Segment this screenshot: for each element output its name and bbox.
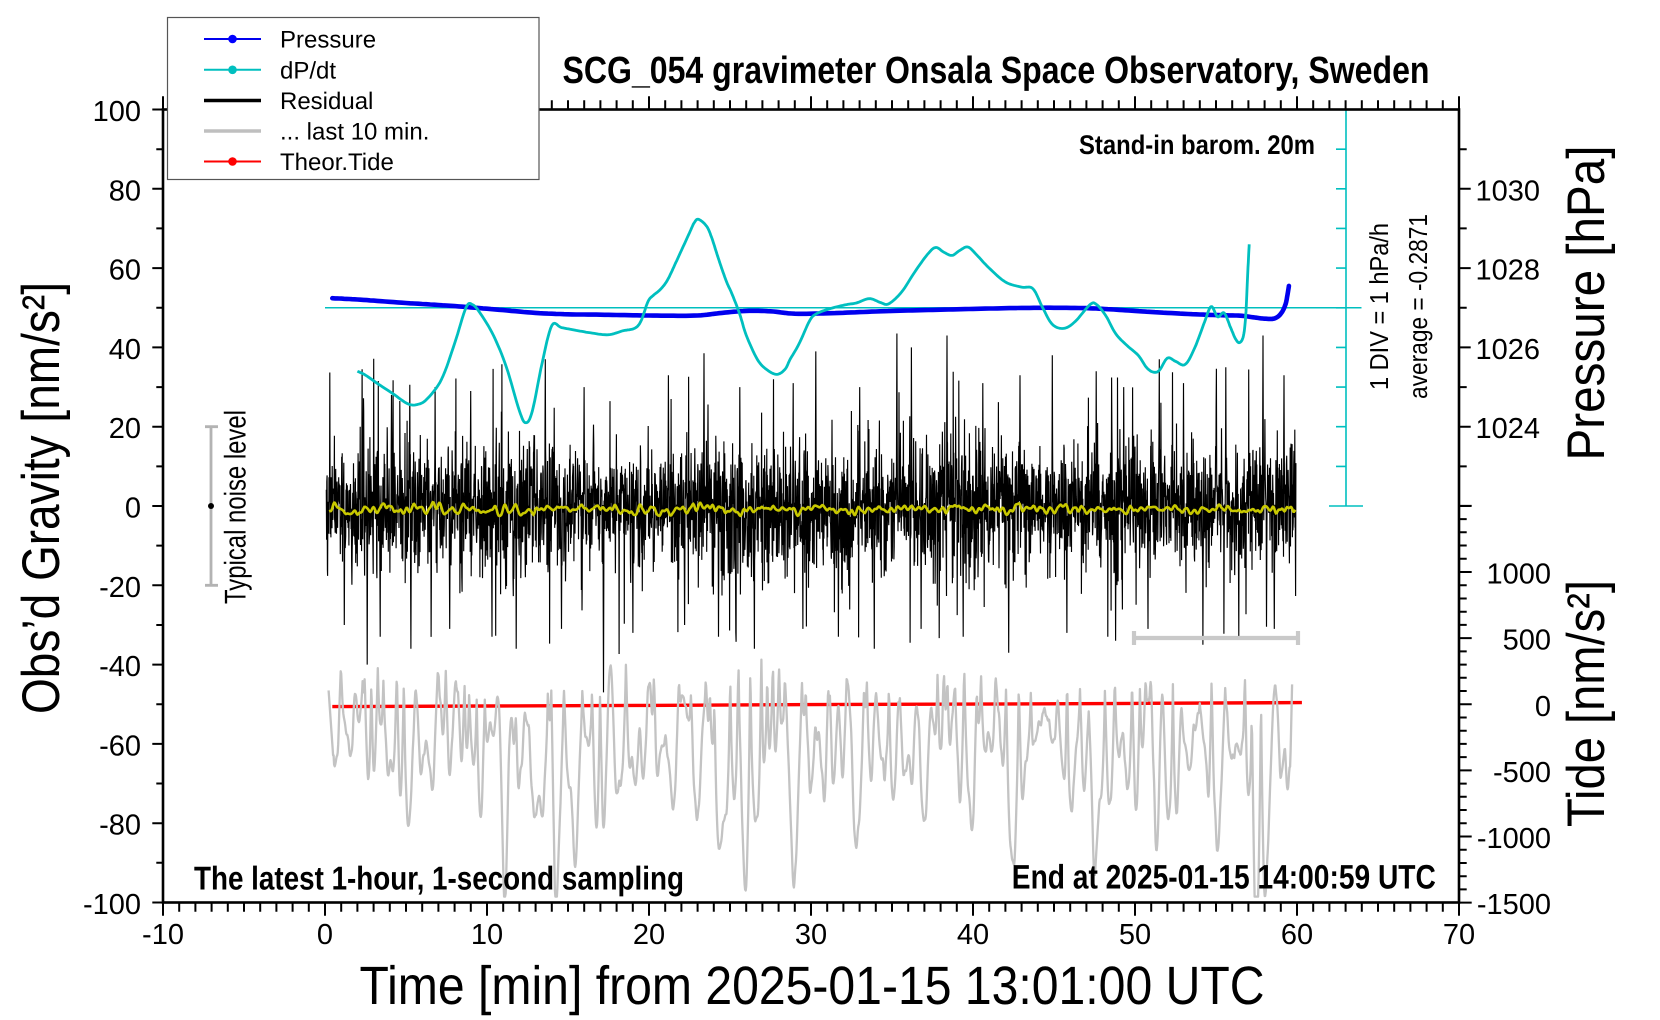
svg-text:0: 0 xyxy=(317,919,333,951)
svg-text:60: 60 xyxy=(109,255,141,287)
svg-text:1028: 1028 xyxy=(1475,255,1540,287)
svg-text:40: 40 xyxy=(957,919,989,951)
svg-text:1026: 1026 xyxy=(1475,334,1540,366)
svg-text:40: 40 xyxy=(109,334,141,366)
svg-text:50: 50 xyxy=(1119,919,1151,951)
svg-text:10: 10 xyxy=(471,919,503,951)
svg-text:1000: 1000 xyxy=(1486,559,1551,591)
svg-text:The latest 1-hour, 1-second sa: The latest 1-hour, 1-second sampling xyxy=(194,860,684,897)
svg-text:-100: -100 xyxy=(83,889,141,921)
svg-text:Obs’d Gravity [nm/s²]: Obs’d Gravity [nm/s²] xyxy=(12,282,71,714)
svg-text:0: 0 xyxy=(125,493,141,525)
svg-text:Stand-in barom. 20m: Stand-in barom. 20m xyxy=(1079,130,1315,160)
svg-text:... last 10 min.: ... last 10 min. xyxy=(280,119,429,146)
svg-text:-500: -500 xyxy=(1493,757,1551,789)
svg-text:dP/dt: dP/dt xyxy=(280,57,336,84)
svg-text:End at 2025-01-15 14:00:59 UTC: End at 2025-01-15 14:00:59 UTC xyxy=(1012,859,1436,897)
svg-text:100: 100 xyxy=(93,96,141,128)
svg-text:-60: -60 xyxy=(99,730,141,762)
svg-text:80: 80 xyxy=(109,175,141,207)
svg-text:Residual: Residual xyxy=(280,88,373,115)
svg-text:500: 500 xyxy=(1503,625,1551,657)
svg-text:Typical noise level: Typical noise level xyxy=(220,410,253,604)
svg-text:20: 20 xyxy=(633,919,665,951)
svg-text:Time [min] from 2025-01-15 13:: Time [min] from 2025-01-15 13:01:00 UTC xyxy=(360,956,1265,1016)
svg-text:Tide [nm/s²]: Tide [nm/s²] xyxy=(1557,580,1616,827)
svg-text:60: 60 xyxy=(1281,919,1313,951)
svg-text:-20: -20 xyxy=(99,572,141,604)
svg-text:-40: -40 xyxy=(99,651,141,683)
svg-text:SCG_054 gravimeter Onsala Spac: SCG_054 gravimeter Onsala Space Observat… xyxy=(563,50,1430,92)
svg-text:30: 30 xyxy=(795,919,827,951)
svg-text:1024: 1024 xyxy=(1475,413,1540,445)
svg-text:Pressure [hPa]: Pressure [hPa] xyxy=(1557,146,1616,461)
svg-text:1030: 1030 xyxy=(1475,175,1540,207)
svg-text:Theor.Tide: Theor.Tide xyxy=(280,149,394,176)
svg-text:-1000: -1000 xyxy=(1477,823,1551,855)
svg-text:1 DIV = 1 hPa/h: 1 DIV = 1 hPa/h xyxy=(1364,223,1394,390)
svg-text:Pressure: Pressure xyxy=(280,27,376,54)
svg-text:20: 20 xyxy=(109,413,141,445)
svg-text:-10: -10 xyxy=(142,919,184,951)
svg-text:-80: -80 xyxy=(99,810,141,842)
svg-text:-1500: -1500 xyxy=(1477,889,1551,921)
svg-text:70: 70 xyxy=(1443,919,1475,951)
svg-text:average = -0.2871: average = -0.2871 xyxy=(1403,214,1433,399)
svg-text:0: 0 xyxy=(1535,691,1551,723)
